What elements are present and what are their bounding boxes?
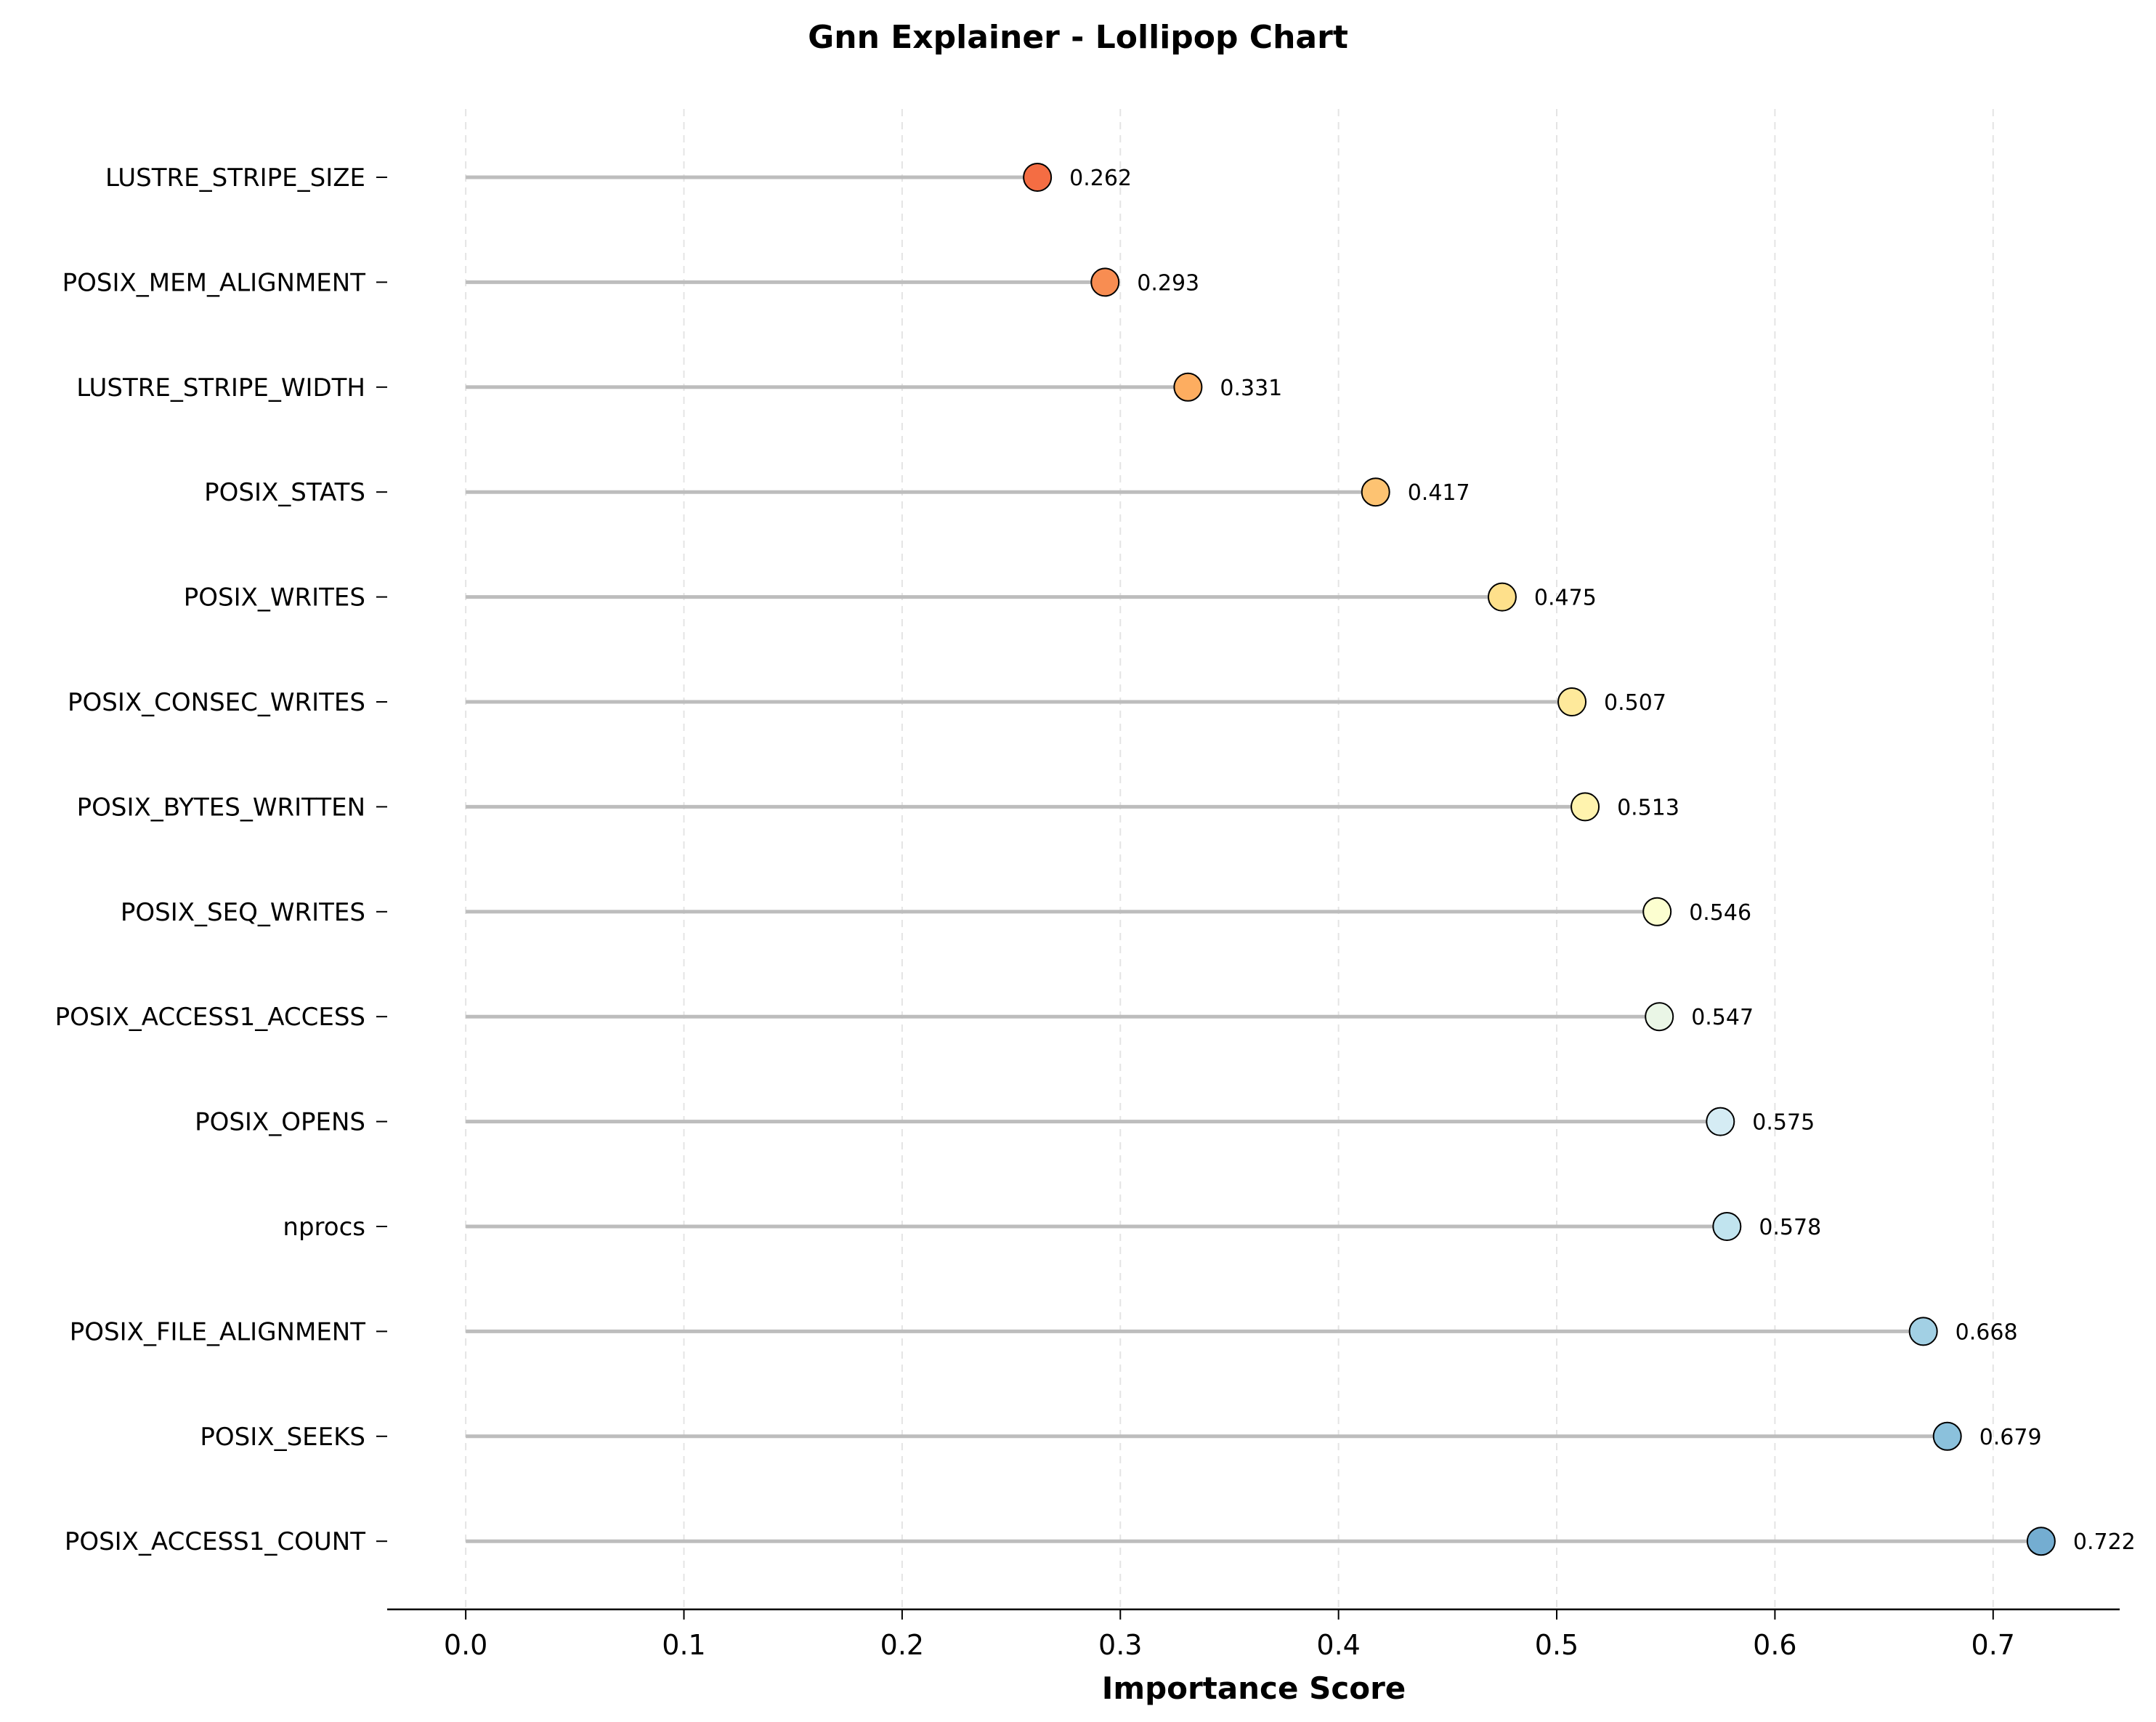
grid-layer <box>465 109 1994 1609</box>
y-axis-labels: LUSTRE_STRIPE_SIZE POSIX_MEM_ALIGNMENT LUS… <box>55 163 387 1556</box>
y-tick-label: POSIX_WRITES <box>184 583 365 613</box>
y-tick-label: POSIX_SEEKS <box>200 1423 365 1452</box>
x-axis: 0.0 0.1 0.2 0.3 0.4 0.5 0.6 0.7 <box>387 1608 2120 1661</box>
chart-title: Gnn Explainer - Lollipop Chart <box>808 19 1348 56</box>
y-tick-label: LUSTRE_STRIPE_SIZE <box>105 163 365 193</box>
value-label: 0.513 <box>1617 795 1679 820</box>
y-tick-label: POSIX_STATS <box>204 478 365 507</box>
value-label: 0.507 <box>1604 690 1666 716</box>
lollipop-marker <box>1557 687 1587 716</box>
y-tick-label: LUSTRE_STRIPE_WIDTH <box>76 373 365 403</box>
value-label: 0.578 <box>1759 1215 1821 1240</box>
lollipop-marker <box>1571 792 1600 822</box>
x-tick-label: 0.6 <box>1753 1629 1796 1661</box>
value-label: 0.547 <box>1691 1005 1754 1030</box>
y-tick-label: POSIX_SEQ_WRITES <box>121 898 365 927</box>
lollipop-marker <box>1023 163 1053 192</box>
value-label: 0.262 <box>1069 166 1132 191</box>
lollipop-marker <box>1908 1317 1938 1346</box>
value-label: 0.546 <box>1689 900 1751 926</box>
x-tick-label: 0.7 <box>1971 1629 2015 1661</box>
lollipop-marker <box>1173 372 1203 402</box>
x-tick-label: 0.2 <box>880 1629 924 1661</box>
y-tick-label: POSIX_ACCESS1_ACCESS <box>55 1003 365 1032</box>
y-tick-label: POSIX_CONSEC_WRITES <box>68 688 365 717</box>
value-label: 0.679 <box>1979 1425 2042 1450</box>
lollipop-marker <box>1642 897 1672 926</box>
y-tick-label: POSIX_BYTES_WRITTEN <box>77 793 365 822</box>
x-tick-label: 0.4 <box>1316 1629 1360 1661</box>
lollipop-marker <box>1090 267 1120 297</box>
x-tick-label: 0.1 <box>662 1629 705 1661</box>
y-tick-label: POSIX_ACCESS1_COUNT <box>65 1527 365 1556</box>
lollipop-marker <box>1932 1421 1962 1451</box>
value-label: 0.475 <box>1534 586 1597 611</box>
lollipop-marker <box>1712 1212 1742 1241</box>
lollipop-marker <box>1361 477 1390 507</box>
markers-layer: 0.262 0.293 0.331 0.417 0.475 0.507 0.513 0.546… <box>1023 163 2136 1556</box>
value-label: 0.331 <box>1220 376 1282 401</box>
y-tick-label: POSIX_MEM_ALIGNMENT <box>62 268 366 297</box>
x-axis-title: Importance Score <box>1102 1670 1406 1706</box>
value-label: 0.293 <box>1137 270 1199 296</box>
value-label: 0.668 <box>1956 1319 2018 1345</box>
lollipop-marker <box>1706 1107 1735 1136</box>
value-label: 0.575 <box>1752 1110 1815 1136</box>
y-tick-label: nprocs <box>283 1213 365 1242</box>
x-tick-label: 0.3 <box>1098 1629 1142 1661</box>
y-tick-label: POSIX_OPENS <box>195 1108 365 1137</box>
x-tick-label: 0.5 <box>1535 1629 1578 1661</box>
lollipop-marker <box>2026 1527 2056 1556</box>
y-tick-label: POSIX_FILE_ALIGNMENT <box>70 1317 365 1346</box>
value-label: 0.722 <box>2073 1529 2136 1555</box>
lollipop-marker <box>1645 1002 1674 1032</box>
lollipop-marker <box>1487 582 1517 612</box>
value-label: 0.417 <box>1408 480 1470 506</box>
stems-layer <box>466 175 2041 1543</box>
x-tick-label: 0.0 <box>444 1629 487 1661</box>
